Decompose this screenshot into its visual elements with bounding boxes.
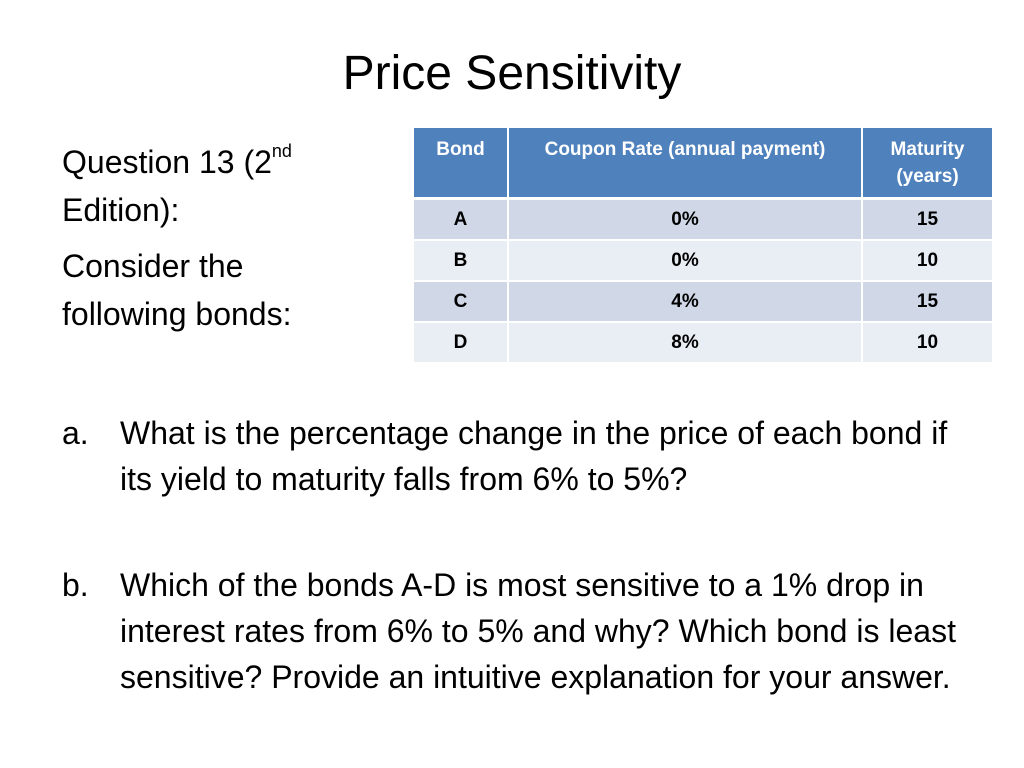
cell-coupon: 0% (509, 200, 863, 241)
header-bond: Bond (414, 128, 509, 200)
question-text: What is the percentage change in the pri… (120, 415, 948, 497)
question-marker: a. (62, 415, 89, 451)
slide-title: Price Sensitivity (342, 47, 682, 100)
question-superscript: nd (271, 141, 292, 162)
table-row: B 0% 10 (414, 241, 992, 282)
bonds-table: Bond Coupon Rate (annual payment) Maturi… (414, 128, 992, 364)
question-item-b: b. Which of the bonds A-D is most sensit… (62, 562, 982, 700)
question-list: a. What is the percentage change in the … (62, 410, 982, 760)
table-row: A 0% 15 (414, 200, 992, 241)
cell-coupon: 4% (509, 282, 863, 323)
table-header-row: Bond Coupon Rate (annual payment) Maturi… (414, 128, 992, 200)
table-row: D 8% 10 (414, 323, 992, 364)
intro-text: Question 13 (2nd Edition): Consider the fo… (62, 138, 392, 346)
consider-line-1: Consider the (62, 248, 244, 284)
consider-text: Consider the following bonds: (62, 242, 392, 338)
cell-coupon: 8% (509, 323, 863, 364)
question-item-a: a. What is the percentage change in the … (62, 410, 982, 502)
cell-bond: B (414, 241, 509, 282)
cell-bond: A (414, 200, 509, 241)
question-text: Which of the bonds A-D is most sensitive… (120, 567, 956, 695)
question-marker: b. (62, 567, 89, 603)
header-maturity: Maturity (years) (863, 128, 992, 200)
cell-bond: D (414, 323, 509, 364)
question-reference: Question 13 (2nd Edition): (62, 138, 392, 234)
cell-maturity: 15 (863, 282, 992, 323)
header-coupon-rate: Coupon Rate (annual payment) (509, 128, 863, 200)
table-row: C 4% 15 (414, 282, 992, 323)
cell-coupon: 0% (509, 241, 863, 282)
question-suffix: Edition): (62, 192, 180, 228)
consider-line-2: following bonds: (62, 296, 292, 332)
cell-bond: C (414, 282, 509, 323)
cell-maturity: 15 (863, 200, 992, 241)
cell-maturity: 10 (863, 323, 992, 364)
cell-maturity: 10 (863, 241, 992, 282)
question-prefix: Question 13 (2 (62, 144, 272, 180)
